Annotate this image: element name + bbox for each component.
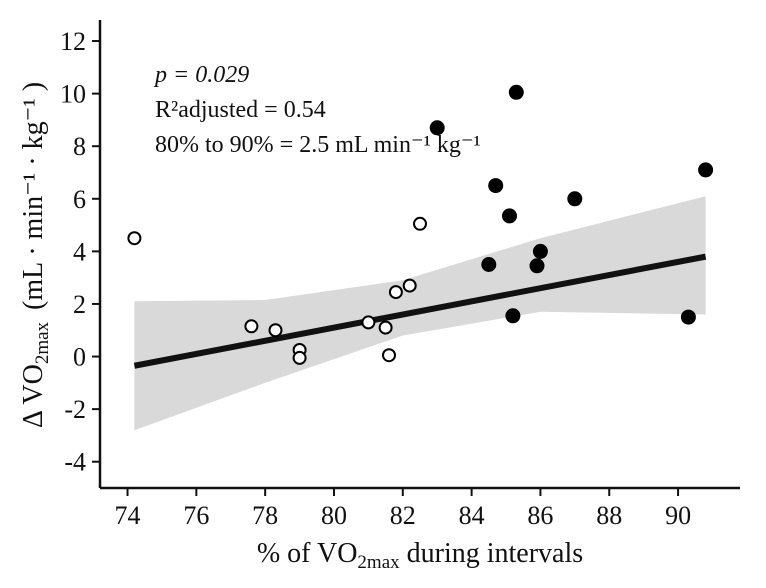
filled-data-point — [698, 162, 714, 178]
open-data-point — [402, 278, 417, 293]
y-axis-title: Δ VO2max (mL · min⁻¹ · kg⁻¹ ) — [18, 82, 53, 428]
difference-annotation: 80% to 90% = 2.5 mL min⁻¹ kg⁻¹ — [155, 132, 481, 158]
open-data-point — [378, 320, 393, 335]
axes-layer: -4 -2 0 2 4 6 8 10 12 74 76 78 80 82 84 86 88 90 — [60, 20, 740, 530]
open-data-point — [127, 231, 142, 246]
y-axis-title-subscript: 2max — [32, 321, 53, 364]
filled-data-point — [508, 84, 524, 100]
x-tick-label: 78 — [252, 501, 278, 530]
filled-data-point — [488, 178, 504, 194]
y-tick-label: 4 — [73, 237, 86, 266]
y-tick-label: -4 — [64, 448, 86, 477]
filled-data-point — [429, 120, 445, 136]
x-tick-label: 84 — [459, 501, 485, 530]
open-data-point — [388, 285, 403, 300]
y-tick-label: 10 — [60, 80, 86, 109]
y-axis-title-prefix: Δ VO — [18, 364, 49, 428]
x-tick-label: 76 — [183, 501, 209, 530]
x-tick-label: 80 — [321, 501, 347, 530]
open-data-point — [292, 350, 307, 365]
y-tick-label: 12 — [60, 27, 86, 56]
x-tick-label: 82 — [390, 501, 416, 530]
x-tick-label: 88 — [596, 501, 622, 530]
y-tick-label: -2 — [64, 395, 86, 424]
filled-data-point — [505, 308, 521, 324]
y-axis-title-units: (mL · min⁻¹ · kg⁻¹ ) — [18, 82, 49, 310]
open-data-point — [382, 348, 396, 363]
data-points-layer — [127, 84, 714, 365]
p-value-annotation: p = 0.029 — [153, 62, 249, 88]
open-data-point — [413, 216, 427, 231]
x-axis-title-subscript: 2max — [357, 552, 400, 573]
x-axis-title-prefix: % of VO — [257, 538, 358, 569]
filled-data-point — [567, 191, 583, 207]
x-axis-title-suffix: during intervals — [400, 538, 584, 569]
x-tick-label: 86 — [527, 501, 553, 530]
x-axis-title: % of VO2max during intervals — [257, 538, 583, 573]
regression-line — [133, 253, 707, 369]
filled-data-point — [680, 309, 696, 325]
filled-data-point — [532, 243, 548, 259]
r2-annotation: R²adjusted = 0.54 — [155, 97, 326, 123]
y-tick-label: 8 — [73, 132, 86, 161]
filled-data-point — [481, 257, 497, 272]
x-tick-label: 74 — [115, 501, 141, 530]
y-tick-label: 2 — [73, 290, 86, 319]
open-data-point — [361, 315, 376, 330]
y-tick-label: 6 — [73, 185, 86, 214]
open-data-point — [244, 319, 259, 334]
regression-line-layer — [133, 253, 707, 369]
filled-data-point — [502, 208, 517, 224]
filled-data-point — [529, 258, 545, 274]
x-tick-label: 90 — [665, 501, 691, 530]
open-data-point — [268, 323, 283, 338]
y-tick-label: 0 — [73, 343, 86, 372]
